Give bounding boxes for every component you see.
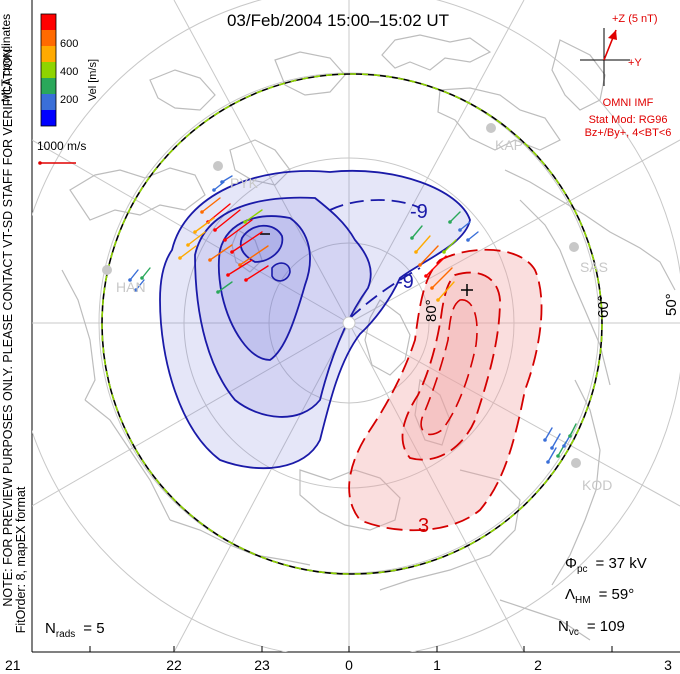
velocity-vector (243, 209, 263, 224)
velocity-vector (220, 175, 233, 184)
velocity-vector (223, 219, 253, 242)
mlt-tick-0: 0 (345, 657, 353, 673)
velocity-vector (193, 217, 215, 234)
velocity-vector (230, 231, 263, 254)
colorbar-swatch (41, 78, 56, 94)
velocity-vector (186, 231, 206, 247)
velocity-vector (466, 231, 479, 242)
mlt-meridian (32, 322, 350, 507)
station-marker: SAS (569, 242, 608, 275)
vector-count: Nvc = 109 (558, 618, 625, 638)
mlt-tick-3: 3 (664, 657, 672, 673)
imf-clock-dial (580, 28, 630, 86)
colorbar-tick-600: 600 (60, 38, 78, 50)
colorbar-tick-400: 400 (60, 66, 78, 78)
cross-polar-potential: Φpc = 37 kV (565, 555, 647, 575)
velocity-vector (550, 433, 561, 450)
colorbar-swatch (41, 46, 56, 62)
velocity-vector (140, 267, 151, 280)
station-label-kod: KOD (582, 477, 612, 493)
imf-by-label: +Y (628, 57, 642, 69)
colorbar-swatch (41, 30, 56, 46)
velocity-scale-label: 1000 m/s (37, 139, 86, 153)
velocity-vector (226, 259, 253, 277)
mlt-meridian (348, 322, 525, 652)
station-label-kap: KAP (495, 137, 523, 153)
mlt-tick-2: 2 (534, 657, 542, 673)
velocity-vectors (128, 175, 577, 464)
mlt-tick-21: 21 (5, 657, 21, 673)
colorbar-swatch (41, 94, 56, 110)
potential-max-marker (461, 284, 473, 296)
mlt-meridian (173, 0, 350, 324)
latitude-label-50: 50° (663, 293, 680, 316)
velocity-vector (442, 239, 457, 254)
velocity-vector (430, 267, 453, 290)
coastlines (61, 34, 676, 641)
imf-source-label: OMNI IMF (603, 97, 654, 109)
velocity-vector (448, 211, 461, 224)
negative-potential-cell (159, 170, 471, 470)
mlt-meridian (348, 322, 680, 507)
mlt-meridian (173, 322, 350, 652)
hm-boundary-circle (101, 73, 603, 575)
velocity-vector (424, 255, 447, 278)
contour-label-neg-inner: -9 (396, 271, 414, 293)
contour-label-pos: 3 (418, 515, 429, 537)
station-label-pyk: PYK (230, 175, 259, 191)
velocity-colorbar: 600 400 200 Vel [m/s] (40, 13, 99, 127)
mlt-tick-22: 22 (166, 657, 182, 673)
mlt-meridian (348, 139, 680, 324)
station-marker: KAP (486, 123, 523, 153)
velocity-vector (238, 245, 269, 267)
velocity-vector (458, 221, 471, 232)
velocity-vector (213, 209, 241, 232)
contour-label-neg-outer: -9 (410, 201, 428, 223)
mlt-axis: 21 22 23 0 1 2 3 (5, 646, 672, 673)
velocity-vector (410, 225, 423, 240)
velocity-vector (128, 269, 139, 282)
colorbar-label: Vel [m/s] (87, 59, 99, 101)
mlt-tick-23: 23 (254, 657, 270, 673)
velocity-vector (200, 197, 221, 214)
page-title: 03/Feb/2004 15:00–15:02 UT (227, 11, 449, 30)
mlt-meridian (32, 139, 350, 324)
velocity-vector (208, 244, 233, 262)
fit-info: FitOrder: 8, mapEX format (14, 486, 28, 633)
colorbar-swatch (41, 110, 56, 126)
mlt-tick-1: 1 (433, 657, 441, 673)
station-label-han: HAN (116, 279, 146, 295)
positive-potential-cell (348, 248, 543, 532)
velocity-vector (216, 281, 233, 294)
hm-boundary-latitude: ΛHM = 59° (565, 586, 634, 606)
velocity-vector (568, 423, 577, 438)
colorbar-swatch (41, 14, 56, 30)
station-marker: HAN (102, 265, 146, 295)
velocity-vector (414, 235, 431, 254)
station-marker: KOD (571, 458, 612, 493)
radar-count: Nrads = 5 (45, 620, 105, 640)
imf-condition-label: Bz+/By+, 4<BT<6 (585, 127, 672, 139)
colorbar-swatch (41, 62, 56, 78)
imf-bz-label: +Z (5 nT) (612, 13, 658, 25)
station-label-sas: SAS (580, 259, 608, 275)
velocity-vector (418, 245, 439, 267)
latitude-label-80: 80° (423, 299, 440, 322)
stat-model-label: Stat Mod: RG96 (589, 114, 668, 126)
colorbar-tick-200: 200 (60, 94, 78, 106)
preview-note: NOTE: FOR PREVIEW PURPOSES ONLY. PLEASE … (1, 45, 15, 606)
magnetic-pole-marker (342, 316, 356, 330)
latitude-label-60: 60° (595, 295, 612, 318)
velocity-vector (244, 265, 269, 282)
velocity-vector (134, 279, 145, 292)
coordinate-system-label: MLT coordinates (0, 14, 13, 102)
velocity-vector (178, 245, 197, 260)
velocity-vector (436, 281, 455, 302)
velocity-vector (543, 427, 553, 442)
velocity-vector (546, 447, 557, 464)
station-marker: PYK (213, 161, 259, 191)
mlt-meridian (348, 0, 525, 324)
